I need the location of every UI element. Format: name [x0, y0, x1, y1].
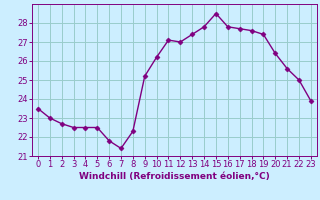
X-axis label: Windchill (Refroidissement éolien,°C): Windchill (Refroidissement éolien,°C) — [79, 172, 270, 181]
